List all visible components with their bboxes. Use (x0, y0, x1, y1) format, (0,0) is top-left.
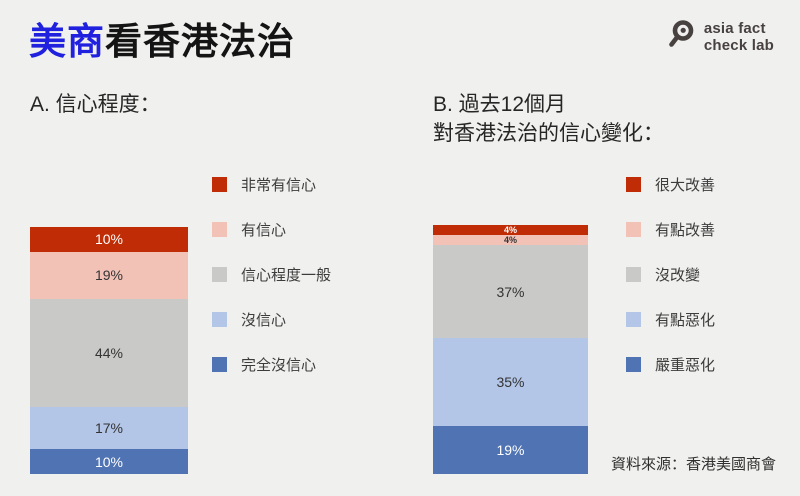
chart-a-legend: 非常有信心有信心信心程度一般 沒信心完全沒信心 (212, 177, 332, 374)
bar-segment-有點改善: 4% (433, 235, 588, 246)
legend-swatch (212, 357, 227, 372)
bar-segment-value: 4% (503, 235, 517, 246)
legend-label: 有信心 (241, 222, 287, 239)
legend-label: 嚴重惡化 (655, 357, 716, 374)
bar-segment-沒改變: 37% (433, 245, 588, 339)
legend-swatch (626, 177, 641, 192)
brand-logo-line2: check lab (703, 36, 774, 54)
legend-label: 有點惡化 (655, 312, 716, 329)
legend-item-很大改善: 很大改善 (626, 177, 716, 194)
chart-b-legend: 很大改善有點改善沒改變有點惡化嚴重惡化 (626, 177, 716, 374)
bar-segment-value: 4% (503, 225, 517, 236)
legend-swatch (626, 222, 641, 237)
legend-item-沒信心: 沒信心 (212, 312, 331, 329)
chart-a-title: A. 信心程度： (30, 93, 161, 116)
chart-a-stacked-bar: 10% 19% 44% 17% 10% (30, 227, 188, 474)
page-title-rest: 看香港法治 (105, 21, 295, 62)
bar-segment-嚴重惡化: 19% (433, 426, 588, 474)
legend-item-嚴重惡化: 嚴重惡化 (626, 357, 716, 374)
legend-swatch (626, 357, 641, 372)
page-title-highlight: 美商 (29, 21, 105, 62)
legend-label: 非常有信心 (241, 177, 317, 194)
legend-item-有點改善: 有點改善 (626, 222, 716, 239)
bar-segment-value: 10% (94, 453, 124, 470)
bar-segment-非常有信心: 10% (30, 227, 188, 252)
legend-swatch (212, 312, 227, 327)
legend-item-有點惡化: 有點惡化 (626, 312, 716, 329)
legend-label: 完全沒信心 (241, 357, 317, 374)
legend-label: 很大改善 (655, 177, 716, 194)
bar-segment-完全沒信心: 10% (30, 449, 188, 474)
legend-label: 沒改變 (655, 267, 701, 284)
bar-segment-value: 35% (496, 374, 525, 391)
legend-item-有信心: 有信心 (212, 222, 331, 239)
legend-item-非常有信心: 非常有信心 (212, 177, 331, 194)
legend-swatch (212, 177, 227, 192)
legend-item-信心程度一般: 信心程度一般 (212, 267, 332, 284)
page-title: 美商看香港法治 (29, 20, 295, 64)
legend-swatch (212, 222, 227, 237)
bar-segment-有點惡化: 35% (433, 338, 588, 427)
bar-segment-沒信心: 17% (30, 407, 188, 450)
bar-segment-有信心: 19% (30, 251, 188, 299)
chart-b-stacked-bar: 4% 4% 37% 35% 19% (433, 225, 588, 474)
bar-segment-value: 10% (94, 231, 124, 248)
brand-logo-line1: asia fact (703, 19, 766, 37)
legend-item-沒改變: 沒改變 (626, 267, 715, 284)
magnifier-icon (666, 18, 696, 55)
bar-segment-value: 17% (94, 420, 124, 437)
source-note: 資料來源：香港美國商會 (610, 456, 776, 473)
chart-b-title: B. 過去12個月 對香港法治的信心變化： (433, 93, 664, 145)
legend-swatch (626, 267, 641, 282)
bar-segment-value: 19% (94, 267, 124, 284)
brand-logo-text: asia fact check lab (704, 20, 774, 54)
bar-segment-信心程度一般: 44% (30, 298, 188, 408)
bar-segment-value: 44% (94, 344, 124, 361)
bar-segment-很大改善: 4% (433, 225, 588, 236)
brand-logo: asia fact check lab (666, 18, 774, 55)
legend-swatch (626, 312, 641, 327)
legend-swatch (212, 267, 227, 282)
legend-label: 信心程度一般 (241, 267, 332, 284)
legend-label: 有點改善 (655, 222, 716, 239)
bar-segment-value: 19% (496, 442, 525, 459)
legend-item-完全沒信心: 完全沒信心 (212, 357, 331, 374)
legend-label: 沒信心 (241, 312, 287, 329)
bar-segment-value: 37% (496, 283, 525, 300)
